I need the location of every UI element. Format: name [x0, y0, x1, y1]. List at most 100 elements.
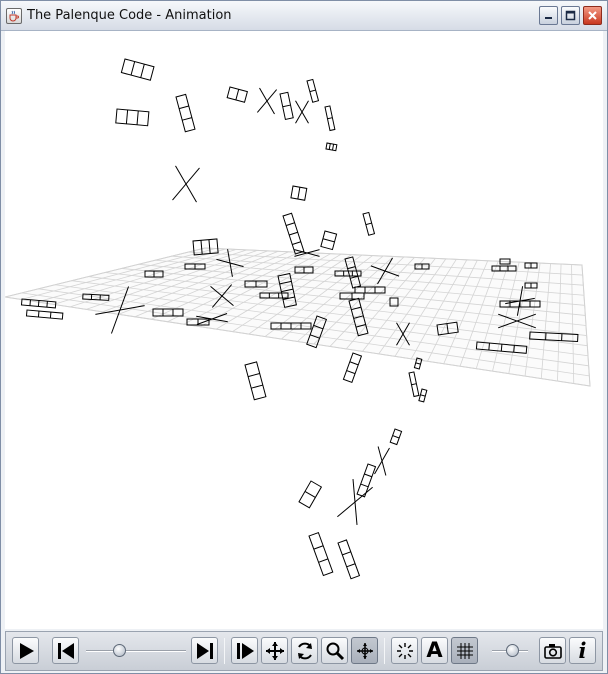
rotate-button[interactable]: [291, 637, 318, 664]
glyph-block: [120, 58, 155, 81]
glyph-block: [298, 480, 323, 509]
glyph-cross: [95, 286, 145, 334]
move-icon: [265, 641, 284, 660]
toolbar-separator: [224, 638, 225, 664]
glyph-block: [475, 341, 528, 354]
scene-canvas: [5, 58, 591, 580]
timeline-thumb[interactable]: [113, 644, 126, 657]
glyph-block: [259, 292, 289, 299]
glyph-block: [270, 322, 312, 330]
burst-button[interactable]: [391, 637, 418, 664]
pan-icon: [356, 642, 373, 659]
labels-button[interactable]: A: [421, 637, 448, 664]
glyph-block: [389, 297, 399, 307]
timeline-track: [86, 650, 186, 652]
glyph-cross: [505, 286, 535, 316]
step-forward-button[interactable]: [231, 637, 258, 664]
glyph-block: [244, 280, 268, 288]
toolbar-separator: [384, 638, 385, 664]
zoom-button[interactable]: [321, 637, 348, 664]
glyph-block: [277, 272, 297, 308]
glyph-cross: [210, 284, 234, 308]
glyph-block: [414, 263, 430, 270]
minimize-button[interactable]: [539, 6, 558, 25]
glyph-block: [282, 212, 305, 255]
glyph-block: [499, 258, 511, 265]
rewind-button[interactable]: [52, 637, 79, 664]
glyph-block: [290, 185, 308, 201]
glyph-cross: [256, 87, 278, 115]
speed-thumb[interactable]: [505, 644, 519, 657]
end-button[interactable]: [191, 637, 218, 664]
glyph-block: [524, 262, 538, 269]
glyph-block: [82, 293, 110, 301]
animation-toolbar: A i: [5, 631, 603, 671]
glyph-block: [356, 463, 377, 498]
glyph-cross: [498, 313, 536, 329]
letter-a-icon: A: [426, 638, 443, 662]
glyph-cross: [370, 257, 400, 285]
glyph-block: [115, 108, 150, 127]
ground-grid: [5, 247, 591, 387]
glyph-block: [524, 282, 538, 289]
java-cup-icon[interactable]: [6, 7, 22, 24]
grid-button[interactable]: [451, 637, 478, 664]
snapshot-button[interactable]: [539, 637, 566, 664]
glyph-block: [144, 270, 164, 278]
glyph-block: [306, 315, 328, 349]
glyph-block: [244, 361, 267, 401]
close-icon: [588, 11, 597, 20]
play-button[interactable]: [12, 637, 39, 664]
glyph-block: [184, 263, 206, 270]
glyph-block: [306, 78, 320, 103]
3d-viewport[interactable]: [5, 31, 603, 629]
info-icon: i: [578, 638, 587, 663]
glyph-block: [324, 105, 336, 132]
glyph-block: [389, 428, 403, 446]
glyph-cross: [294, 249, 320, 257]
glyph-block: [339, 292, 365, 300]
glyph-block: [362, 211, 376, 236]
glyph-block: [413, 357, 423, 370]
glyph-cross: [196, 313, 228, 325]
glyph-block: [294, 266, 314, 274]
glyph-block: [320, 230, 338, 251]
maximize-button[interactable]: [561, 6, 580, 25]
close-button[interactable]: [583, 6, 602, 25]
speed-slider[interactable]: [492, 641, 528, 661]
glyph-block: [408, 371, 420, 398]
minimize-icon: [545, 17, 552, 19]
move-button[interactable]: [261, 637, 288, 664]
timeline-slider[interactable]: [86, 641, 186, 661]
glyph-block: [279, 91, 294, 121]
glyph-block: [436, 321, 459, 336]
step-forward-icon: [236, 642, 254, 659]
glyph-cross: [374, 446, 390, 476]
glyph-block: [175, 93, 196, 133]
glyph-block: [348, 297, 369, 337]
rotate-icon: [297, 642, 312, 659]
glyph-block: [25, 309, 64, 320]
glyph-block: [226, 86, 248, 103]
glyph-block: [418, 388, 428, 403]
window-title: The Palenque Code - Animation: [27, 8, 232, 23]
glyph-block: [152, 308, 184, 317]
glyph-cross: [396, 322, 410, 346]
glyph-block: [344, 256, 362, 289]
skip-to-end-icon: [196, 642, 213, 659]
glyph-block: [20, 298, 57, 309]
glyph-cross: [295, 100, 309, 124]
play-icon: [19, 642, 34, 659]
glyph-block: [337, 539, 361, 580]
glyph-block: [342, 352, 363, 384]
glyph-block: [308, 531, 334, 577]
title-bar[interactable]: The Palenque Code - Animation: [1, 1, 607, 31]
glyph-block: [354, 286, 386, 294]
glyph-block: [529, 331, 579, 343]
info-button[interactable]: i: [569, 637, 596, 664]
glyph-block: [325, 142, 338, 152]
grid-icon: [456, 642, 473, 659]
pan-button[interactable]: [351, 637, 378, 664]
maximize-icon: [565, 10, 576, 21]
glyph-objects: [20, 58, 579, 580]
